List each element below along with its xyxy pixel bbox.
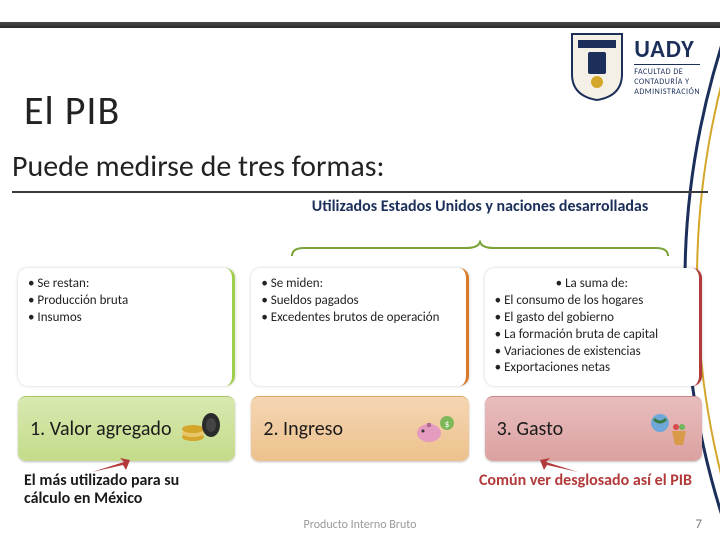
column-3: • La suma de: • El consumo de los hogare… [485,268,702,461]
subtitle-rule [12,191,708,193]
coins-barrel-icon [179,407,223,451]
subtitle-wrap: Puede medirse de tres formas: [12,148,708,193]
label-box-3: 3. Gasto [485,396,702,461]
detail-box-3: • La suma de: • El consumo de los hogare… [485,268,702,386]
detail-line: • El gasto del gobierno [495,310,689,327]
svg-text:$: $ [444,419,449,430]
detail-line: • Excedentes brutos de operación [261,310,455,327]
top-band [0,22,720,28]
org-sub-1: FACULTAD DE [634,64,700,77]
note-left: El más utilizado para su cálculo en Méxi… [24,472,224,509]
bracket-label: Utilizados Estados Unidos y naciones des… [280,198,680,216]
detail-line: • Exportaciones netas [495,360,689,377]
label-text-1: 1. Valor agregado [30,419,171,440]
detail-box-2: • Se miden: • Sueldos pagados • Excedent… [251,268,468,386]
column-2: • Se miden: • Sueldos pagados • Excedent… [251,268,468,461]
page-number: 7 [695,517,702,532]
org-name: UADY [634,35,700,64]
slide-title: El PIB [24,86,120,135]
detail-box-1: • Se restan: • Producción bruta • Insumo… [18,268,235,386]
bracket-icon [290,240,670,258]
piggy-money-icon: $ [413,407,457,451]
detail-line: • Sueldos pagados [261,293,455,310]
org-sub-3: ADMINISTRACIÓN [634,87,700,97]
detail-line: • Insumos [28,310,222,327]
footer-text: Producto Interno Bruto [0,518,720,532]
detail-line: • La suma de: [495,276,689,293]
label-box-1: 1. Valor agregado [18,396,235,461]
column-1: • Se restan: • Producción bruta • Insumo… [18,268,235,461]
detail-line: • Se restan: [28,276,222,293]
detail-line: • La formación bruta de capital [495,327,689,344]
detail-line: • El consumo de los hogares [495,293,689,310]
uady-shield-icon [568,30,626,102]
slide-subtitle: Puede medirse de tres formas: [12,148,708,191]
uady-text-block: UADY FACULTAD DE CONTADURÍA Y ADMINISTRA… [634,35,700,97]
header-logo-area: UADY FACULTAD DE CONTADURÍA Y ADMINISTRA… [568,30,700,102]
note-right: Común ver desglosado así el PIB [432,472,692,490]
org-sub-2: CONTADURÍA Y [634,77,700,87]
globe-basket-icon [646,407,690,451]
detail-line: • Se miden: [261,276,455,293]
columns-row: • Se restan: • Producción bruta • Insumo… [18,268,702,461]
label-text-2: 2. Ingreso [263,419,343,440]
detail-line: • Producción bruta [28,293,222,310]
label-box-2: 2. Ingreso $ [251,396,468,461]
label-text-3: 3. Gasto [497,419,564,440]
detail-line: • Variaciones de existencias [495,344,689,361]
